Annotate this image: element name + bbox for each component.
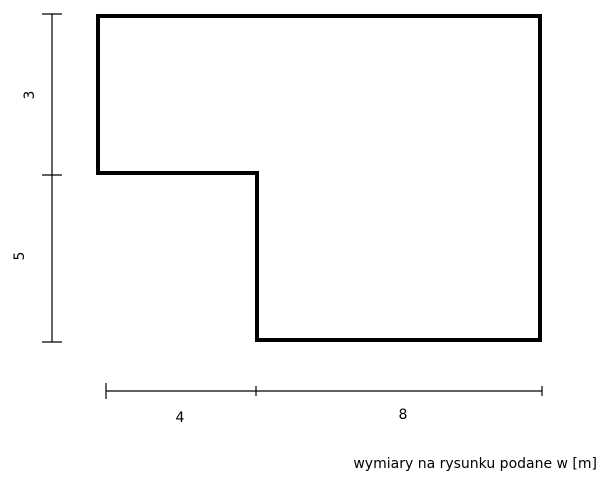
vertical-dimension-line xyxy=(42,13,62,343)
horizontal-dimension-line xyxy=(105,383,543,399)
dimension-label-bottom-right: 8 xyxy=(399,407,408,423)
units-caption: wymiary na rysunku podane w [m] xyxy=(353,456,597,472)
floor-plan-outline xyxy=(96,14,542,342)
dimension-label-left-lower: 5 xyxy=(12,252,28,261)
dimension-label-bottom-left: 4 xyxy=(176,410,185,426)
dimension-label-left-upper: 3 xyxy=(22,91,38,100)
